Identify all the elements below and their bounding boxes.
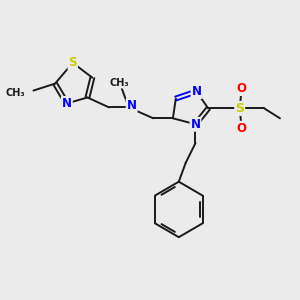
Text: N: N [190, 118, 200, 131]
Text: N: N [127, 99, 136, 112]
Text: N: N [62, 97, 72, 110]
Text: S: S [235, 102, 244, 115]
Text: N: N [191, 85, 202, 98]
Text: S: S [68, 56, 77, 69]
Text: CH₃: CH₃ [6, 88, 26, 98]
Text: CH₃: CH₃ [109, 78, 129, 88]
Text: O: O [237, 82, 247, 95]
Text: O: O [237, 122, 247, 135]
